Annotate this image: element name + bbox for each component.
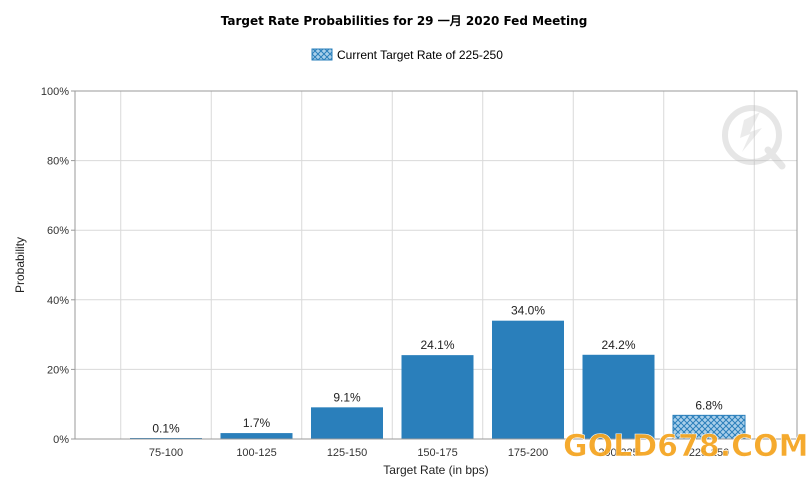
y-axis-label: Probability (13, 237, 27, 293)
y-tick-label: 40% (47, 295, 69, 307)
plot-frame (74, 90, 798, 440)
data-label-100-125: 1.7% (243, 416, 271, 430)
bar-125-150 (311, 407, 383, 439)
x-tick-label: 175-200 (508, 447, 548, 459)
y-tick-label: 100% (41, 86, 69, 98)
bar-200-225 (582, 354, 655, 439)
data-label-125-150: 9.1% (333, 390, 361, 404)
x-tick-label: 75-100 (149, 447, 183, 459)
data-label-150-175: 24.1% (420, 338, 454, 352)
legend-swatch-current-target (311, 48, 333, 61)
bars (130, 320, 746, 440)
x-axis-ticks: 75-100 100-125 125-150 150-175 175-200 200-22… (149, 447, 729, 459)
x-axis-label: Target Rate (in bps) (383, 463, 488, 477)
bar-100-125 (220, 433, 293, 439)
y-tick-label: 20% (47, 364, 69, 376)
y-axis-ticks: 0% 20% 40% 60% 80% 100% (41, 86, 75, 446)
bar-175-200 (492, 320, 564, 439)
logo-watermark-icon (722, 105, 786, 170)
gridlines (75, 91, 797, 439)
x-tick-label: 150-175 (417, 447, 457, 459)
data-labels: 0.1% 1.7% 9.1% 24.1% 34.0% 24.2% 6.8% (152, 304, 723, 436)
x-tick-label: 225-250 (689, 447, 729, 459)
x-tick-label: 200-225 (598, 447, 638, 459)
data-label-200-225: 24.2% (601, 338, 635, 352)
legend: Current Target Rate of 225-250 (311, 48, 503, 62)
legend-label-current-target: Current Target Rate of 225-250 (337, 48, 503, 62)
chart-title: Target Rate Probabilities for 29 一月 2020… (221, 14, 588, 28)
y-tick-label: 60% (47, 225, 69, 237)
data-label-75-100: 0.1% (152, 422, 180, 436)
data-label-225-250: 6.8% (695, 398, 723, 412)
bar-150-175 (401, 355, 474, 439)
site-watermark: GOLD678.COM (563, 429, 809, 464)
data-label-175-200: 34.0% (511, 304, 545, 318)
x-tick-label: 125-150 (327, 447, 367, 459)
y-tick-label: 0% (53, 434, 69, 446)
y-tick-label: 80% (47, 156, 69, 168)
x-tick-label: 100-125 (236, 447, 276, 459)
